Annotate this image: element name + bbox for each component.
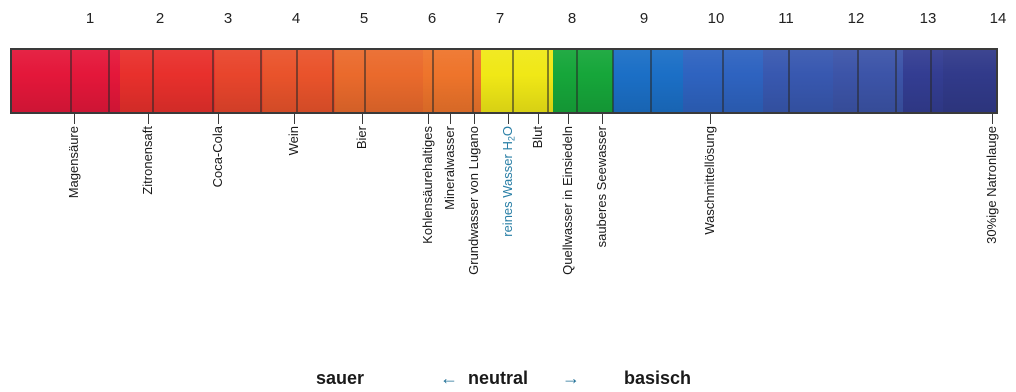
segment-divider [857, 50, 859, 112]
segment-divider [512, 50, 514, 112]
segment-divider [152, 50, 154, 112]
substance-label: Zitronensaft [140, 126, 155, 195]
ph-segment [12, 50, 120, 112]
segment-divider [722, 50, 724, 112]
legend-neutral: neutral [468, 368, 529, 388]
label-leader-line [508, 114, 509, 124]
ph-segment [481, 50, 553, 112]
acidity-legend: sauer ← neutral → basisch [0, 368, 1016, 390]
ph-segment [903, 50, 943, 112]
segment-divider [788, 50, 790, 112]
substance-labels: Magensäure Zitronensaft Coca-Cola Wein Bier K… [0, 114, 1016, 334]
substance-label: 30%ige Natronlauge [984, 126, 999, 244]
label-leader-line [450, 114, 451, 124]
label-leader-line [294, 114, 295, 124]
ph-segment [833, 50, 903, 112]
substance-label: Quellwasser in Einsiedeln [560, 126, 575, 275]
segment-divider [108, 50, 110, 112]
label-leader-line [568, 114, 569, 124]
scale-number: 8 [567, 10, 577, 27]
ph-segment [263, 50, 335, 112]
label-leader-line [218, 114, 219, 124]
segment-divider [930, 50, 932, 112]
segment-divider [212, 50, 214, 112]
scale-number: 10 [707, 10, 725, 27]
segment-divider [472, 50, 474, 112]
segment-divider [650, 50, 652, 112]
label-leader-line [992, 114, 993, 124]
ph-segment [335, 50, 423, 112]
scale-number: 2 [155, 10, 165, 27]
ph-segment [553, 50, 613, 112]
legend-sauer: sauer [316, 368, 365, 388]
segment-divider [70, 50, 72, 112]
substance-label: Mineralwasser [442, 126, 457, 210]
label-leader-line [362, 114, 363, 124]
segment-divider [296, 50, 298, 112]
label-leader-line [602, 114, 603, 124]
scale-number: 14 [989, 10, 1007, 27]
ph-segment [215, 50, 263, 112]
scale-number: 7 [495, 10, 505, 27]
ph-segment [763, 50, 833, 112]
ph-scale-numbers: 1 2 3 4 5 6 7 8 9 10 11 12 13 14 [0, 0, 1016, 40]
segment-divider [612, 50, 614, 112]
substance-label: Kohlensäurehaltiges [420, 126, 435, 244]
label-leader-line [148, 114, 149, 124]
scale-number: 9 [639, 10, 649, 27]
scale-number: 5 [359, 10, 369, 27]
substance-label: Grundwasser von Lugano [466, 126, 481, 275]
label-leader-line [474, 114, 475, 124]
segment-divider [547, 50, 549, 112]
label-leader-line [710, 114, 711, 124]
substance-label: reines Wasser H2O [500, 126, 517, 237]
substance-label: Magensäure [66, 126, 81, 199]
segment-divider [364, 50, 366, 112]
label-leader-line [428, 114, 429, 124]
ph-segment [613, 50, 683, 112]
segment-divider [432, 50, 434, 112]
substance-label: Waschmittellösung [702, 126, 717, 235]
ph-segment [943, 50, 996, 112]
legend-basisch: basisch [624, 368, 692, 388]
label-leader-line [74, 114, 75, 124]
segment-divider [895, 50, 897, 112]
arrow-right-icon: → [562, 368, 580, 388]
scale-number: 4 [291, 10, 301, 27]
ph-segment [120, 50, 215, 112]
ph-color-bar [10, 48, 998, 114]
scale-number: 13 [919, 10, 937, 27]
substance-label: Blut [530, 126, 545, 149]
substance-label: Bier [354, 126, 369, 150]
scale-number: 11 [778, 10, 794, 27]
substance-label: Wein [286, 126, 301, 156]
scale-number: 6 [427, 10, 437, 27]
scale-number: 12 [847, 10, 865, 27]
substance-label: Coca-Cola [210, 126, 225, 188]
scale-number: 3 [223, 10, 233, 27]
segment-divider [332, 50, 334, 112]
substance-label: sauberes Seewasser [594, 126, 609, 248]
segment-divider [576, 50, 578, 112]
scale-number: 1 [85, 10, 95, 27]
label-leader-line [538, 114, 539, 124]
arrow-left-icon: ← [440, 368, 458, 388]
segment-divider [260, 50, 262, 112]
